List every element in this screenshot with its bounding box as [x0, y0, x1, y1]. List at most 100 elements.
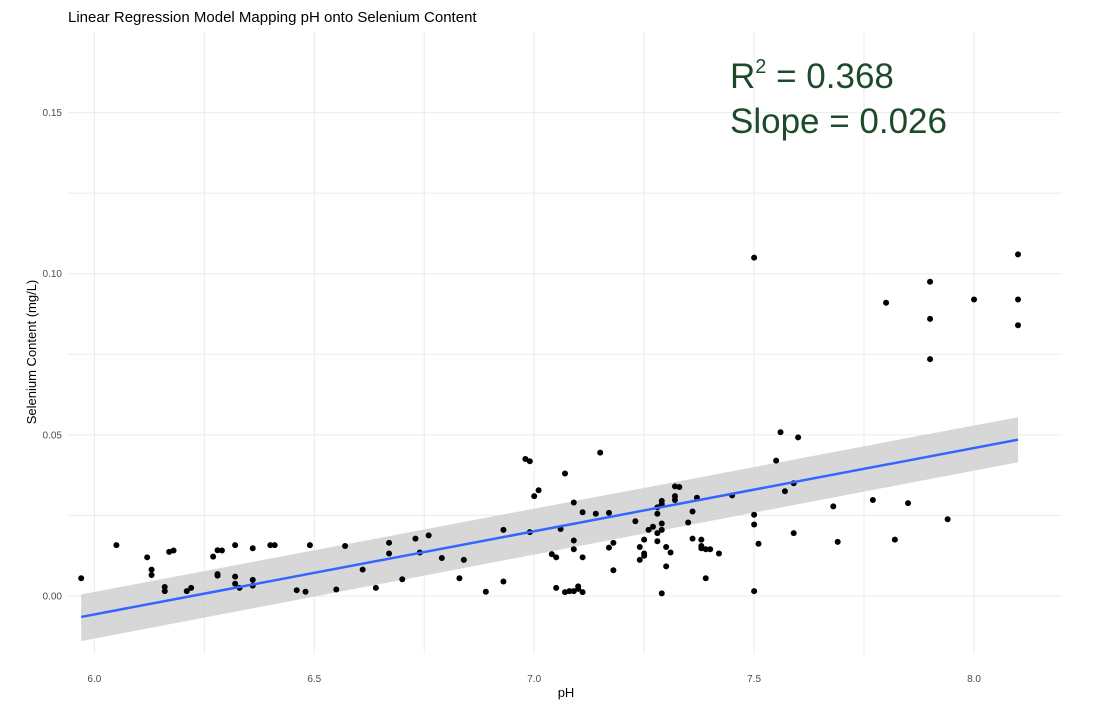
- data-point: [773, 457, 780, 464]
- data-point: [267, 542, 274, 549]
- data-point: [412, 535, 419, 542]
- data-point: [834, 538, 841, 545]
- data-point: [830, 503, 837, 510]
- data-point: [751, 521, 758, 528]
- y-tick-label: 0.05: [43, 430, 63, 441]
- data-point: [500, 526, 507, 533]
- data-point: [293, 587, 300, 594]
- data-point: [249, 545, 256, 552]
- data-point: [654, 538, 661, 545]
- data-point: [386, 550, 393, 557]
- data-point: [663, 544, 670, 551]
- data-point: [1015, 251, 1022, 258]
- data-point: [188, 584, 195, 591]
- data-point: [218, 547, 225, 554]
- data-point: [570, 546, 577, 553]
- data-point: [592, 510, 599, 517]
- x-tick-labels: 6.0 6.5 7.0 7.5 8.0: [87, 674, 981, 685]
- data-point: [460, 556, 467, 563]
- data-point: [645, 526, 652, 533]
- data-point: [891, 536, 898, 543]
- data-point: [425, 532, 432, 539]
- data-point: [641, 552, 648, 559]
- data-point: [570, 537, 577, 544]
- chart-title: Linear Regression Model Mapping pH onto …: [68, 9, 477, 26]
- data-point: [751, 588, 758, 595]
- data-point: [883, 299, 890, 306]
- data-point: [456, 575, 463, 582]
- data-point: [649, 523, 656, 530]
- x-axis-title: pH: [558, 685, 575, 700]
- y-tick-label: 0.10: [43, 269, 63, 280]
- data-point: [214, 547, 221, 554]
- data-point: [232, 580, 239, 587]
- data-point: [214, 572, 221, 579]
- data-point: [927, 356, 934, 363]
- data-point: [671, 483, 678, 490]
- data-point: [210, 553, 217, 560]
- data-point: [636, 544, 643, 551]
- data-point: [751, 254, 758, 261]
- data-point: [658, 590, 665, 597]
- r-squared-base: R: [730, 57, 755, 96]
- data-point: [663, 563, 670, 570]
- data-point: [971, 296, 978, 303]
- x-tick-label: 6.0: [87, 674, 101, 685]
- data-point: [553, 584, 560, 591]
- data-point: [526, 458, 533, 465]
- data-point: [1015, 296, 1022, 303]
- data-point: [927, 278, 934, 285]
- data-point: [271, 542, 278, 549]
- y-tick-labels: 0.00 0.05 0.10 0.15: [43, 108, 63, 602]
- x-tick-label: 7.0: [527, 674, 541, 685]
- data-point: [605, 509, 612, 516]
- data-point: [249, 576, 256, 583]
- data-point: [183, 588, 190, 595]
- data-point: [161, 588, 168, 595]
- data-point: [610, 567, 617, 574]
- data-point: [641, 536, 648, 543]
- data-point: [927, 315, 934, 322]
- r-squared-annotation: R2 = 0.368: [730, 56, 894, 96]
- r-squared-value: = 0.368: [766, 57, 893, 96]
- data-point: [575, 583, 582, 590]
- data-point: [1015, 322, 1022, 329]
- regression-line: [80, 438, 1019, 619]
- data-point: [531, 493, 538, 500]
- data-point: [579, 589, 586, 596]
- data-point: [553, 554, 560, 561]
- data-point: [790, 530, 797, 537]
- data-point: [689, 508, 696, 515]
- data-point: [342, 543, 349, 550]
- data-point: [302, 588, 309, 595]
- data-point: [333, 586, 340, 593]
- x-tick-label: 6.5: [307, 674, 321, 685]
- data-point: [610, 539, 617, 546]
- data-point: [170, 547, 177, 554]
- y-tick-label: 0.00: [43, 591, 63, 602]
- data-point: [306, 542, 313, 549]
- data-point: [685, 519, 692, 526]
- scatter-points: [78, 251, 1022, 597]
- data-point: [148, 572, 155, 579]
- data-point: [161, 583, 168, 590]
- data-point: [535, 487, 542, 494]
- data-point: [654, 510, 661, 517]
- fit-line-layer: [80, 438, 1019, 619]
- data-point: [144, 554, 151, 561]
- data-point: [562, 470, 568, 477]
- data-point: [905, 500, 912, 507]
- data-point: [482, 588, 489, 595]
- y-tick-label: 0.15: [43, 108, 63, 119]
- data-point: [500, 578, 507, 585]
- data-point: [570, 499, 577, 506]
- data-point: [372, 584, 379, 591]
- data-point: [751, 511, 758, 518]
- data-point: [944, 516, 951, 523]
- data-point: [658, 526, 665, 533]
- data-point: [78, 575, 85, 582]
- data-point: [232, 542, 239, 549]
- data-point: [632, 518, 639, 525]
- data-point: [671, 493, 678, 500]
